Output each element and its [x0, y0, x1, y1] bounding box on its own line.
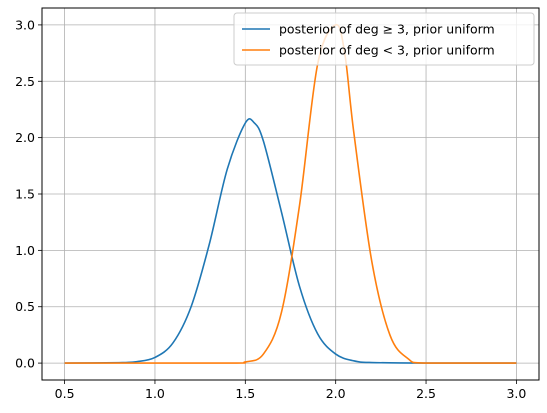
- x-tick-label: 1.5: [235, 386, 255, 401]
- y-tick-label: 1.5: [15, 187, 35, 202]
- y-tick-label: 2.0: [15, 130, 35, 145]
- grid-lines: [42, 8, 539, 380]
- y-tick-label: 1.0: [15, 243, 35, 258]
- x-tick-label: 1.0: [145, 386, 165, 401]
- y-tick-label: 2.5: [15, 74, 35, 89]
- x-axis: 0.5 1.0 1.5 2.0 2.5 3.0: [55, 380, 526, 401]
- y-tick-label: 3.0: [15, 17, 35, 32]
- x-tick-label: 2.5: [416, 386, 436, 401]
- x-tick-label: 2.0: [326, 386, 346, 401]
- y-tick-label: 0.0: [15, 356, 35, 371]
- legend-box: [233, 12, 535, 66]
- legend: posterior of deg ≥ 3, prior uniform poste…: [233, 12, 535, 66]
- legend-label-2: posterior of deg < 3, prior uniform: [279, 43, 495, 58]
- legend-label-1: posterior of deg ≥ 3, prior uniform: [279, 22, 495, 37]
- x-tick-label: 3.0: [506, 386, 526, 401]
- y-axis: 0.0 0.5 1.0 1.5 2.0 2.5 3.0: [15, 17, 42, 371]
- x-tick-label: 0.5: [55, 386, 75, 401]
- series-line-1: [64, 118, 517, 364]
- y-tick-label: 0.5: [15, 299, 35, 314]
